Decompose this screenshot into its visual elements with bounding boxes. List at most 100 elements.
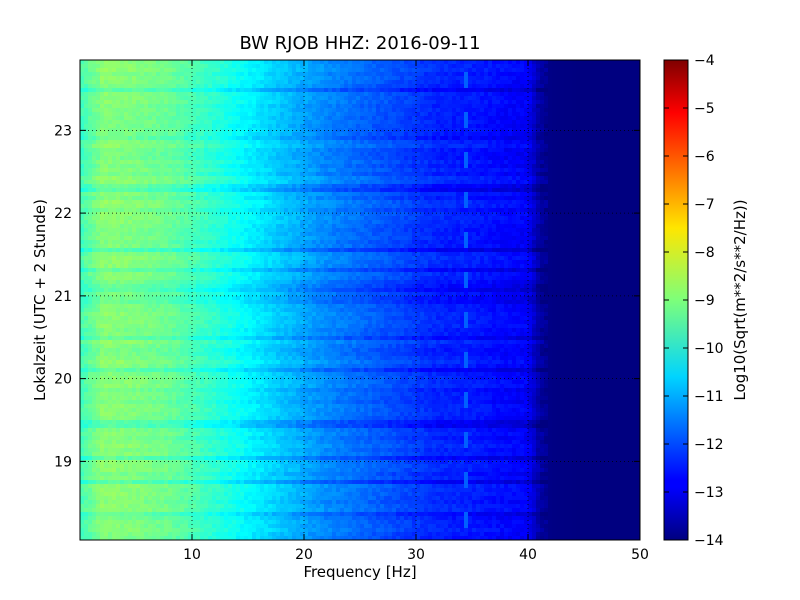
heatmap-cell	[388, 156, 393, 161]
heatmap-cell	[92, 76, 97, 81]
heatmap-cell	[552, 196, 557, 201]
heatmap-cell	[456, 104, 461, 109]
heatmap-cell	[360, 64, 365, 69]
heatmap-cell	[212, 152, 217, 157]
heatmap-cell	[428, 84, 433, 89]
heatmap-cell	[588, 148, 593, 153]
heatmap-cell	[260, 104, 265, 109]
heatmap-cell	[156, 112, 161, 117]
heatmap-cell	[344, 136, 349, 141]
heatmap-cell	[88, 180, 93, 185]
heatmap-cell	[552, 168, 557, 173]
heatmap-cell	[348, 116, 353, 121]
heatmap-cell	[140, 64, 145, 69]
heatmap-cell	[348, 168, 353, 173]
heatmap-cell	[316, 160, 321, 165]
heatmap-cell	[312, 96, 317, 101]
heatmap-cell	[576, 108, 581, 113]
heatmap-cell	[392, 96, 397, 101]
heatmap-cell	[612, 64, 617, 69]
heatmap-cell	[128, 96, 133, 101]
heatmap-cell	[296, 152, 301, 157]
heatmap-cell	[576, 172, 581, 177]
heatmap-cell	[484, 156, 489, 161]
heatmap-cell	[188, 88, 193, 93]
heatmap-cell	[464, 192, 469, 197]
heatmap-cell	[564, 172, 569, 177]
heatmap-cell	[208, 92, 213, 97]
heatmap-cell	[388, 96, 393, 101]
heatmap-cell	[236, 116, 241, 121]
heatmap-cell	[380, 108, 385, 113]
heatmap-cell	[372, 188, 377, 193]
heatmap-cell	[340, 60, 345, 65]
heatmap-cell	[304, 116, 309, 121]
heatmap-cell	[116, 188, 121, 193]
heatmap-cell	[360, 76, 365, 81]
heatmap-cell	[192, 160, 197, 165]
heatmap-cell	[464, 84, 469, 89]
heatmap-cell	[168, 192, 173, 197]
heatmap-cell	[472, 108, 477, 113]
heatmap-cell	[116, 64, 121, 69]
heatmap-cell	[588, 112, 593, 117]
heatmap-cell	[292, 160, 297, 165]
heatmap-cell	[340, 156, 345, 161]
heatmap-cell	[288, 168, 293, 173]
heatmap-cell	[436, 80, 441, 85]
heatmap-cell	[556, 196, 561, 201]
heatmap-cell	[496, 148, 501, 153]
heatmap-cell	[492, 100, 497, 105]
heatmap-cell	[208, 64, 213, 69]
heatmap-cell	[240, 164, 245, 169]
heatmap-cell	[308, 64, 313, 69]
heatmap-cell	[396, 92, 401, 97]
heatmap-cell	[412, 60, 417, 65]
heatmap-cell	[444, 124, 449, 129]
heatmap-cell	[216, 84, 221, 89]
heatmap-cell	[376, 108, 381, 113]
heatmap-cell	[252, 184, 257, 189]
heatmap-cell	[492, 112, 497, 117]
heatmap-cell	[388, 120, 393, 125]
heatmap-cell	[612, 136, 617, 141]
heatmap-cell	[208, 76, 213, 81]
heatmap-cell	[380, 100, 385, 105]
heatmap-cell	[504, 60, 509, 65]
heatmap-cell	[636, 80, 640, 85]
heatmap-cell	[144, 88, 149, 93]
heatmap-cell	[336, 144, 341, 149]
heatmap-cell	[264, 172, 269, 177]
heatmap-cell	[476, 124, 481, 129]
heatmap-cell	[440, 76, 445, 81]
heatmap-cell	[180, 160, 185, 165]
heatmap-cell	[324, 120, 329, 125]
heatmap-cell	[196, 76, 201, 81]
heatmap-cell	[456, 84, 461, 89]
heatmap-cell	[116, 88, 121, 93]
heatmap-cell	[584, 120, 589, 125]
heatmap-cell	[544, 176, 549, 181]
heatmap-cell	[228, 164, 233, 169]
heatmap-cell	[444, 196, 449, 201]
heatmap-cell	[628, 180, 633, 185]
heatmap-cell	[616, 120, 621, 125]
heatmap-cell	[456, 68, 461, 73]
heatmap-cell	[424, 156, 429, 161]
heatmap-cell	[116, 76, 121, 81]
heatmap-cell	[364, 72, 369, 77]
heatmap-cell	[252, 80, 257, 85]
heatmap-cell	[552, 176, 557, 181]
heatmap-cell	[516, 136, 521, 141]
heatmap-cell	[332, 168, 337, 173]
heatmap-cell	[532, 108, 537, 113]
heatmap-cell	[456, 192, 461, 197]
heatmap-cell	[428, 156, 433, 161]
heatmap-cell	[92, 152, 97, 157]
heatmap-cell	[384, 180, 389, 185]
heatmap-cell	[276, 96, 281, 101]
heatmap-cell	[92, 196, 97, 201]
heatmap-cell	[580, 184, 585, 189]
heatmap-cell	[556, 72, 561, 77]
heatmap-cell	[336, 68, 341, 73]
